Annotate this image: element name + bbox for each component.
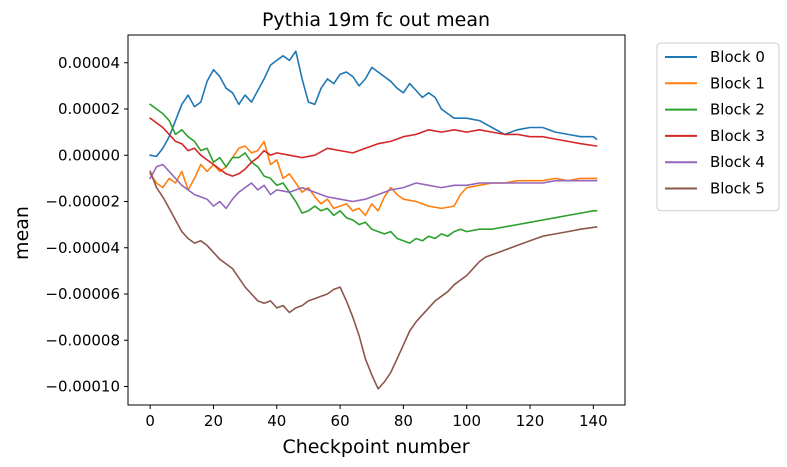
legend-label-block-4: Block 4 [710,153,765,171]
x-tick-label: 0 [145,412,155,430]
legend: Block 0 Block 1 Block 2 Block 3 Block 4 Block… [656,42,780,212]
legend-label-block-0: Block 0 [710,48,765,66]
series-line-block-3 [149,117,598,177]
x-tick-label: 60 [331,412,350,430]
legend-box [656,42,780,212]
x-tick-label: 100 [452,412,481,430]
series-line-block-4 [149,163,598,210]
legend-label-block-5: Block 5 [710,180,765,198]
y-tick-label: 0.00002 [58,100,120,118]
series-line-block-1 [149,140,598,217]
series-line-block-0 [149,50,598,158]
x-axis-title: Checkpoint number [282,436,469,458]
legend-label-block-3: Block 3 [710,127,765,145]
y-axis-title: mean [11,206,33,260]
axes-frame [127,34,626,406]
legend-label-block-2: Block 2 [710,101,765,119]
y-tick-label: −0.00006 [45,285,120,303]
y-tick-label: −0.00002 [45,193,120,211]
x-tick-label: 40 [267,412,286,430]
x-tick-label: 20 [204,412,223,430]
series-line-block-5 [149,170,598,390]
series-line-block-2 [149,103,598,244]
x-tick-label: 140 [579,412,608,430]
x-tick-label: 120 [516,412,545,430]
y-tick-label: −0.00008 [45,331,120,349]
legend-label-block-1: Block 1 [710,74,765,92]
plot-area: 0 20 40 60 80 100 120 140 0.00004 0.00002 0.00000 −… [45,34,626,430]
y-tick-label: −0.00004 [45,239,120,257]
x-tick-label: 80 [394,412,413,430]
chart-title: Pythia 19m fc out mean [262,9,490,31]
y-tick-label: 0.00004 [58,54,120,72]
y-tick-label: 0.00000 [58,146,120,164]
y-tick-label: −0.00010 [45,378,120,396]
